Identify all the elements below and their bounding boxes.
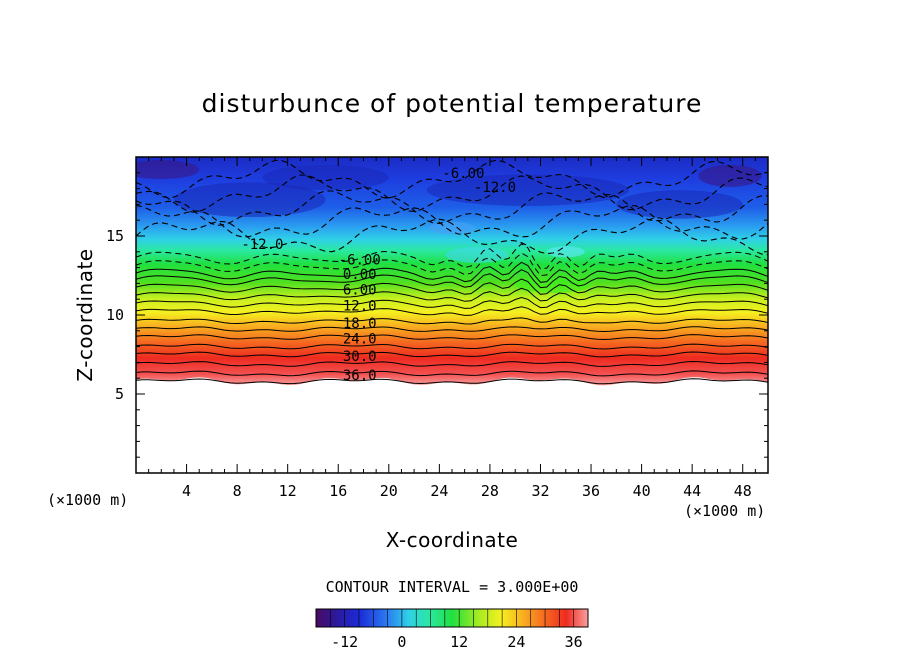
field-feature [546,246,585,258]
contour-label: 6.00 [343,283,377,299]
contour-line [136,360,768,367]
field-blob [698,164,762,188]
x-tick-label: 16 [329,482,347,500]
heatmap-field [136,157,768,386]
x-tick-label: 32 [531,482,549,500]
y-tick-label: 10 [106,306,124,324]
x-tick-label: 4 [182,482,191,500]
y-tick-label: 15 [106,227,124,245]
x-tick-label: 36 [582,482,600,500]
x-tick-label: 24 [430,482,448,500]
x-axis-label: X-coordinate [386,528,519,552]
x-unit-label-right: (×1000 m) [684,502,765,520]
colorbar-tick-label: -12 [331,633,358,651]
contour-line [136,261,768,283]
contour-label: -6.00 [339,253,381,269]
contour-line [136,370,768,377]
x-unit-label-left: (×1000 m) [47,491,128,509]
colorbar-fill [316,609,588,627]
colorbar-tick-label: 12 [450,633,468,651]
x-tick-label: 40 [633,482,651,500]
field-blob [262,164,389,191]
chart-title: disturbunce of potential temperature [202,89,703,118]
contour-line [136,243,768,270]
contour-line [136,334,768,341]
contour-line [136,296,768,309]
contour-label: 0.00 [343,267,377,283]
contour-line [136,351,768,358]
field-blob [136,160,200,180]
contour-line [136,278,768,295]
contour-line [136,343,768,350]
contour-line [136,287,768,302]
contour-label: 24.0 [343,332,377,348]
x-tick-label: 48 [734,482,752,500]
field-blob [173,182,326,218]
colorbar: -12 0 12 24 36 [315,608,589,651]
contour-line [136,378,768,385]
contour-lines [136,159,768,385]
contour-interval-label: CONTOUR INTERVAL = 3.000E+00 [326,578,579,596]
x-tick-label: 28 [481,482,499,500]
colorbar-tick-label: 36 [565,633,583,651]
contour-label: 36.0 [343,368,377,384]
contour-line-negative [136,174,768,213]
contour-label: -6.00 [442,166,484,182]
x-tick-label: 8 [233,482,242,500]
field-fill [136,157,768,386]
contour-line-negative [136,204,768,240]
contour-label: -12.0 [474,180,516,196]
y-axis-label: Z-coordinate [73,248,97,381]
field-feature [445,247,509,263]
contour-label: 30.0 [343,349,377,365]
colorbar-tick-label: 24 [507,633,525,651]
contour-line [136,269,768,289]
colorbar-tick-label: 0 [397,633,406,651]
x-tick-label: 44 [683,482,701,500]
contour-labels: -6.00-12.0-12.0-6.000.006.0012.018.024.0… [241,166,516,384]
y-tick-label: 5 [115,385,124,403]
contour-line [136,306,768,316]
y-axis-ticks: 5 10 15 [106,172,768,458]
x-axis-ticks: 4 8 12 16 20 24 28 32 36 40 44 48 [148,157,756,500]
contour-label: 18.0 [343,316,377,332]
field-blob [616,190,743,219]
x-tick-label: 12 [279,482,297,500]
x-tick-label: 20 [380,482,398,500]
contour-line-negative [136,190,768,226]
contour-label: -12.0 [241,237,283,253]
colorbar-frame [315,608,589,628]
contour-line [136,317,768,325]
contour-line-negative [136,159,768,199]
contour-line [136,326,768,333]
contour-label: 12.0 [343,299,377,315]
field-feature [429,221,475,235]
contour-line-negative [136,217,768,256]
contour-line [136,252,768,277]
